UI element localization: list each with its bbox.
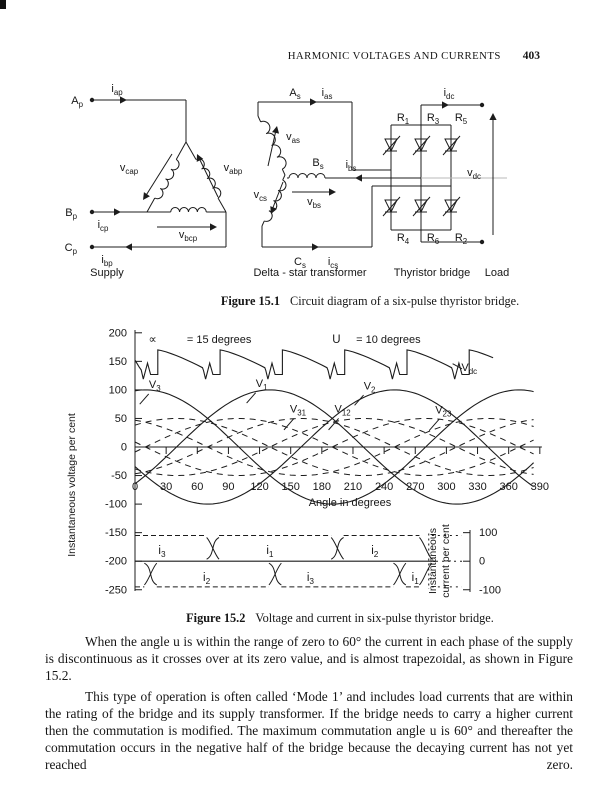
svg-text:240: 240 [375, 481, 393, 493]
svg-text:390: 390 [531, 481, 549, 493]
svg-text:R2: R2 [455, 232, 467, 246]
svg-text:90: 90 [222, 481, 234, 493]
svg-text:vbcp: vbcp [179, 229, 198, 243]
figure1-caption-text: Circuit diagram of a six-pulse thyristor… [290, 294, 520, 308]
svg-text:100: 100 [109, 384, 127, 396]
svg-text:current per cent: current per cent [440, 524, 452, 598]
svg-text:300: 300 [437, 481, 455, 493]
figure2-caption: Figure 15.2 Voltage and current in six-pu… [100, 611, 580, 626]
svg-text:150: 150 [282, 481, 300, 493]
svg-text:Thyristor bridge: Thyristor bridge [394, 267, 470, 279]
svg-text:100: 100 [479, 527, 497, 539]
svg-text:vcs: vcs [254, 189, 267, 203]
svg-text:360: 360 [500, 481, 518, 493]
svg-text:150: 150 [109, 356, 127, 368]
svg-text:200: 200 [109, 327, 127, 339]
svg-text:0: 0 [479, 556, 485, 568]
svg-text:ics: ics [328, 256, 338, 270]
svg-text:ibs: ibs [346, 159, 357, 173]
svg-text:vas: vas [286, 131, 300, 145]
svg-text:Load: Load [485, 267, 509, 279]
svg-text:Delta - star transformer: Delta - star transformer [253, 267, 366, 279]
svg-text:icp: icp [98, 219, 109, 233]
figure2-caption-text: Voltage and current in six-pulse thyrist… [255, 611, 494, 625]
svg-text:Instantaneous voltage per cent: Instantaneous voltage per cent [66, 413, 78, 557]
svg-text:i2: i2 [203, 572, 211, 586]
svg-text:330: 330 [468, 481, 486, 493]
svg-text:= 15 degrees: = 15 degrees [187, 334, 252, 346]
body-text: When the angle u is within the range of … [45, 633, 573, 777]
svg-text:0: 0 [132, 481, 138, 493]
svg-text:vdc: vdc [467, 167, 481, 181]
svg-text:ibp: ibp [101, 254, 113, 268]
running-header-title: HARMONIC VOLTAGES AND CURRENTS [287, 50, 501, 62]
svg-text:-100: -100 [479, 584, 501, 596]
svg-text:Angle in degrees: Angle in degrees [309, 497, 392, 509]
svg-text:180: 180 [313, 481, 331, 493]
svg-text:Cs: Cs [294, 256, 306, 270]
svg-text:i1: i1 [412, 572, 420, 586]
svg-text:vabp: vabp [224, 162, 243, 176]
svg-text:Cp: Cp [65, 242, 78, 256]
svg-text:V2: V2 [364, 380, 376, 394]
svg-text:R6: R6 [427, 232, 440, 246]
svg-text:R5: R5 [455, 112, 468, 126]
svg-text:vcap: vcap [120, 162, 139, 176]
svg-text:270: 270 [406, 481, 424, 493]
svg-text:-150: -150 [105, 527, 127, 539]
running-header: HARMONIC VOLTAGES AND CURRENTS 403 [0, 50, 540, 62]
svg-text:V23: V23 [435, 404, 452, 418]
svg-text:-250: -250 [105, 584, 127, 596]
svg-text:30: 30 [160, 481, 172, 493]
svg-text:-50: -50 [111, 470, 127, 482]
svg-text:R4: R4 [397, 232, 410, 246]
svg-text:i3: i3 [158, 545, 166, 559]
svg-text:V12: V12 [335, 404, 351, 418]
svg-text:V31: V31 [290, 404, 307, 418]
svg-text:V1: V1 [256, 378, 268, 392]
svg-text:-100: -100 [105, 499, 127, 511]
svg-text:Bp: Bp [65, 207, 77, 221]
svg-text:-200: -200 [105, 556, 127, 568]
svg-text:Vdc: Vdc [461, 362, 477, 376]
svg-text:Instantaneous: Instantaneous [427, 528, 439, 594]
svg-text:60: 60 [191, 481, 203, 493]
figure1-caption-label: Figure 15.1 [220, 294, 281, 308]
svg-text:= 10 degrees: = 10 degrees [356, 334, 421, 346]
svg-text:Ap: Ap [71, 95, 83, 109]
svg-text:vbs: vbs [307, 196, 321, 210]
figure1-caption: Figure 15.1 Circuit diagram of a six-puls… [130, 294, 610, 309]
svg-text:210: 210 [344, 481, 362, 493]
svg-text:i3: i3 [307, 572, 315, 586]
svg-text:R1: R1 [397, 112, 410, 126]
page-number: 403 [522, 50, 540, 62]
svg-text:R3: R3 [427, 112, 440, 126]
svg-text:50: 50 [115, 413, 127, 425]
svg-text:Supply: Supply [90, 267, 124, 279]
svg-text:U: U [332, 334, 340, 346]
svg-text:i2: i2 [371, 545, 379, 559]
svg-text:As: As [289, 87, 300, 101]
svg-text:120: 120 [250, 481, 268, 493]
svg-text:Bs: Bs [312, 157, 323, 171]
svg-text:0: 0 [121, 442, 127, 454]
paragraph-2: This type of operation is often called ‘… [45, 689, 573, 772]
svg-text:∝: ∝ [148, 334, 156, 346]
scan-artifact-mark [0, 0, 6, 9]
figure2-caption-label: Figure 15.2 [186, 611, 246, 625]
circuit-diagram-figure: Ap iap Bp icp Cp ibp vcap vabp vbcp As ias vas Bs ibs… [65, 83, 510, 279]
svg-text:idc: idc [444, 87, 455, 101]
svg-text:i1: i1 [266, 545, 274, 559]
waveform-chart-figure: 200 150 100 50 0 -50 -100 -150 -200 -250 0 30 60 90 12… [66, 327, 549, 598]
svg-text:V3: V3 [149, 379, 161, 393]
svg-text:iap: iap [111, 83, 123, 97]
paragraph-1: When the angle u is within the range of … [45, 634, 573, 683]
svg-text:ias: ias [322, 87, 333, 101]
